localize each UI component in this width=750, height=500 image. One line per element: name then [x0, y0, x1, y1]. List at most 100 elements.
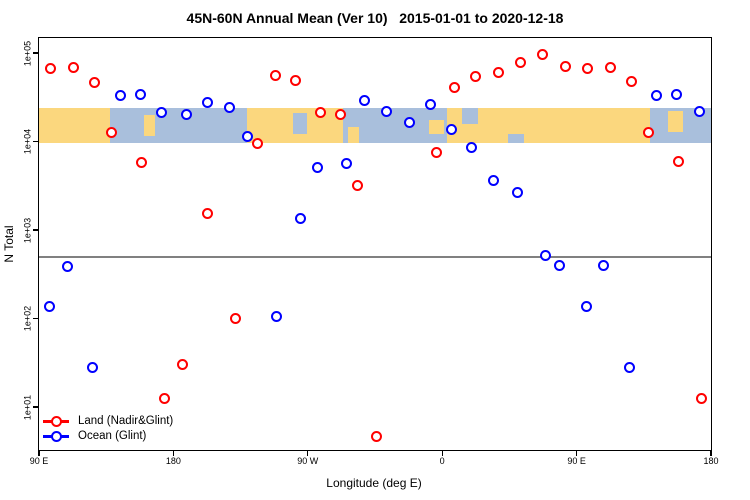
x-tick-label: 90 W — [297, 456, 319, 466]
y-tick-label: 1e+02 — [22, 305, 33, 332]
land-data-point — [177, 359, 189, 371]
x-tick-label: 180 — [703, 456, 719, 466]
ocean-data-point — [311, 161, 323, 173]
ocean-data-point — [445, 124, 457, 136]
ocean-data-point — [693, 105, 705, 117]
map-band-land-patch — [428, 120, 444, 135]
chart-title: 45N-60N Annual Mean (Ver 10) 2015-01-01 … — [186, 10, 564, 26]
y-tick-label: 1e+03 — [22, 217, 33, 243]
land-data-point — [67, 61, 79, 73]
ocean-data-point — [270, 311, 282, 323]
y-axis-tick — [33, 229, 38, 231]
ocean-data-point — [359, 94, 371, 106]
y-axis-tick — [33, 52, 38, 54]
land-data-point — [493, 67, 505, 79]
ocean-data-point — [581, 300, 593, 312]
legend-item-land: Land (Nadir&Glint) — [43, 414, 173, 429]
land-data-point — [269, 70, 281, 82]
land-data-point — [696, 392, 708, 404]
land-data-point — [252, 137, 264, 149]
land-data-point — [314, 106, 326, 118]
ocean-data-point — [424, 99, 436, 111]
ocean-data-point — [61, 261, 73, 273]
y-tick-label: 1e+05 — [22, 40, 33, 66]
x-axis-title: Longitude (deg E) — [326, 476, 422, 490]
land-data-point — [469, 70, 481, 82]
y-axis-tick — [33, 140, 38, 143]
map-band-ocean-segment — [109, 107, 247, 144]
land-data-point — [536, 49, 548, 61]
land-data-point — [604, 62, 616, 74]
ocean-data-point — [465, 142, 477, 154]
map-band-land-patch — [348, 127, 359, 144]
legend-item-ocean: Ocean (Glint) — [43, 429, 173, 444]
land-data-point — [515, 57, 527, 69]
ocean-data-point — [201, 96, 213, 108]
land-data-point — [625, 76, 637, 88]
land-data-point — [449, 81, 461, 93]
ocean-data-point — [155, 106, 167, 118]
land-data-point — [202, 207, 214, 219]
y-axis-title: N Total — [2, 225, 16, 263]
legend-land-circle-icon — [50, 416, 62, 427]
land-data-point — [229, 312, 241, 324]
ocean-data-point — [651, 90, 663, 102]
legend-ocean-label: Ocean (Glint) — [78, 430, 147, 442]
x-tick-label: 180 — [165, 456, 181, 466]
x-axis-tick — [172, 450, 175, 456]
ocean-data-point — [294, 213, 306, 225]
ocean-data-point — [181, 109, 193, 121]
ocean-data-point — [115, 90, 127, 102]
y-tick-label: 1e+01 — [22, 394, 33, 420]
land-data-point — [88, 77, 100, 89]
ocean-data-point — [623, 362, 635, 374]
y-axis-tick — [33, 317, 38, 320]
land-data-point — [371, 430, 383, 442]
ocean-data-point — [598, 260, 610, 272]
x-axis-tick — [441, 450, 443, 456]
x-tick-label: 0 — [439, 456, 445, 466]
ocean-data-point — [539, 249, 551, 261]
land-data-point — [582, 62, 594, 74]
land-data-point — [106, 126, 118, 138]
ocean-data-point — [44, 301, 56, 313]
ocean-data-point — [380, 105, 392, 117]
land-data-point — [351, 179, 363, 191]
land-data-point — [136, 156, 148, 168]
ocean-data-point — [224, 101, 236, 113]
legend-ocean-circle-icon — [50, 431, 62, 442]
ocean-data-point — [403, 117, 415, 129]
x-axis-tick — [710, 450, 712, 456]
ocean-data-point — [135, 88, 147, 100]
x-axis-tick — [38, 450, 40, 456]
land-data-point — [45, 62, 57, 74]
ocean-data-point — [511, 186, 523, 198]
y-axis-tick — [33, 406, 38, 408]
land-data-point — [431, 146, 443, 158]
map-band-ocean-segment — [461, 107, 479, 124]
legend-land-symbol — [43, 416, 69, 427]
x-tick-label: 90 E — [29, 456, 49, 466]
ocean-data-point — [340, 158, 352, 170]
ocean-data-point — [242, 131, 254, 143]
land-data-point — [158, 392, 170, 404]
land-data-point — [672, 156, 684, 168]
map-band-ocean-segment — [507, 134, 525, 144]
ocean-data-point — [554, 260, 566, 272]
land-data-point — [290, 74, 302, 86]
ocean-data-point — [671, 88, 683, 100]
land-data-point — [334, 108, 346, 120]
reference-line — [39, 255, 711, 258]
x-tick-label: 90 E — [567, 456, 586, 466]
map-band-land-patch — [667, 111, 683, 133]
land-data-point — [559, 60, 571, 72]
plot-area — [38, 37, 712, 451]
y-tick-label: 1e+04 — [22, 128, 33, 155]
ocean-data-point — [488, 174, 500, 186]
map-band-land-patch — [143, 114, 156, 137]
x-axis-tick — [307, 450, 309, 456]
legend-ocean-symbol — [43, 431, 69, 442]
map-band-ocean-segment — [292, 113, 308, 135]
legend: Land (Nadir&Glint) Ocean (Glint) — [43, 414, 173, 444]
